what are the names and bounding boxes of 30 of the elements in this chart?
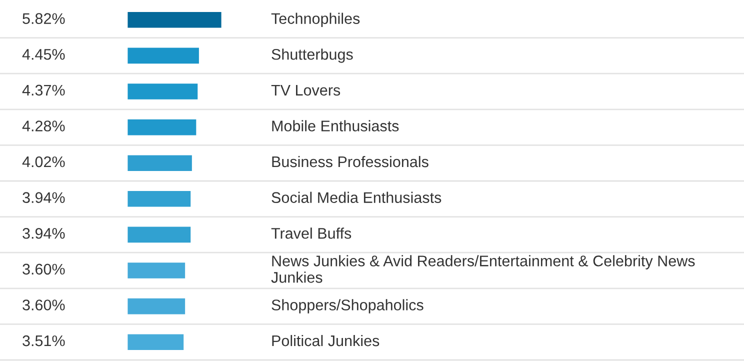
y-tick-label: Shoppers/Shopaholics (272, 299, 424, 314)
bar (127, 82, 200, 101)
data-label: 3.94% (22, 228, 65, 239)
data-label: 3.60% (22, 300, 65, 310)
data-label: 4.28% (22, 120, 65, 132)
bar (127, 10, 222, 30)
y-tick-label: Shutterbugs (272, 48, 353, 63)
y-tick-label: News Junkies & Avid Readers/Entertainment & Celebrity News Junkies (271, 255, 695, 283)
data-label: 4.45% (22, 49, 65, 60)
data-label: 4.02% (22, 156, 65, 168)
y-tick-label: Social Media Enthusiasts (272, 192, 442, 203)
bar (127, 225, 192, 244)
bar (127, 261, 186, 280)
data-label: 5.82% (22, 13, 65, 24)
bar (127, 297, 186, 316)
y-tick-label: TV Lovers (271, 84, 340, 96)
bar (127, 190, 192, 208)
bar (127, 46, 200, 65)
y-tick-label: Travel Buffs (271, 228, 352, 239)
y-tick-label: Political Junkies (272, 334, 380, 346)
bar (127, 332, 185, 352)
bar (127, 154, 194, 172)
y-tick-label: Mobile Enthusiasts (272, 120, 399, 132)
data-label: 3.60% (22, 264, 65, 275)
data-label: 3.94% (22, 192, 65, 203)
data-label: 3.51% (22, 335, 65, 346)
data-label: 4.37% (22, 84, 65, 96)
y-tick-label: Technophiles (271, 12, 360, 28)
bar (127, 118, 198, 137)
y-tick-label: Business Professionals (272, 156, 428, 168)
